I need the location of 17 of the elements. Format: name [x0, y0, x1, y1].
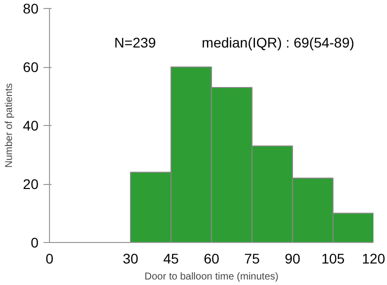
- y-tick-label: 60: [22, 59, 39, 75]
- y-axis-title: Number of patients: [4, 83, 15, 168]
- x-tick-label: 105: [321, 250, 345, 266]
- x-tick-label: 0: [46, 250, 54, 266]
- x-tick-label: 120: [362, 250, 386, 266]
- y-tick-label: 80: [22, 0, 39, 16]
- x-tick-label: 90: [284, 250, 300, 266]
- y-tick-label: 40: [22, 118, 39, 134]
- x-tick-label: 60: [204, 250, 220, 266]
- x-tick-label: 45: [163, 250, 179, 266]
- annotation: median(IQR) : 69(54-89): [202, 34, 354, 51]
- x-tick-label: 30: [122, 250, 138, 266]
- x-axis-title: Door to balloon time (minutes): [144, 272, 278, 282]
- x-tick-label: 75: [244, 250, 260, 266]
- y-tick-label: 0: [30, 234, 39, 250]
- annotation: N=239: [114, 34, 156, 51]
- y-tick-label: 20: [22, 176, 39, 192]
